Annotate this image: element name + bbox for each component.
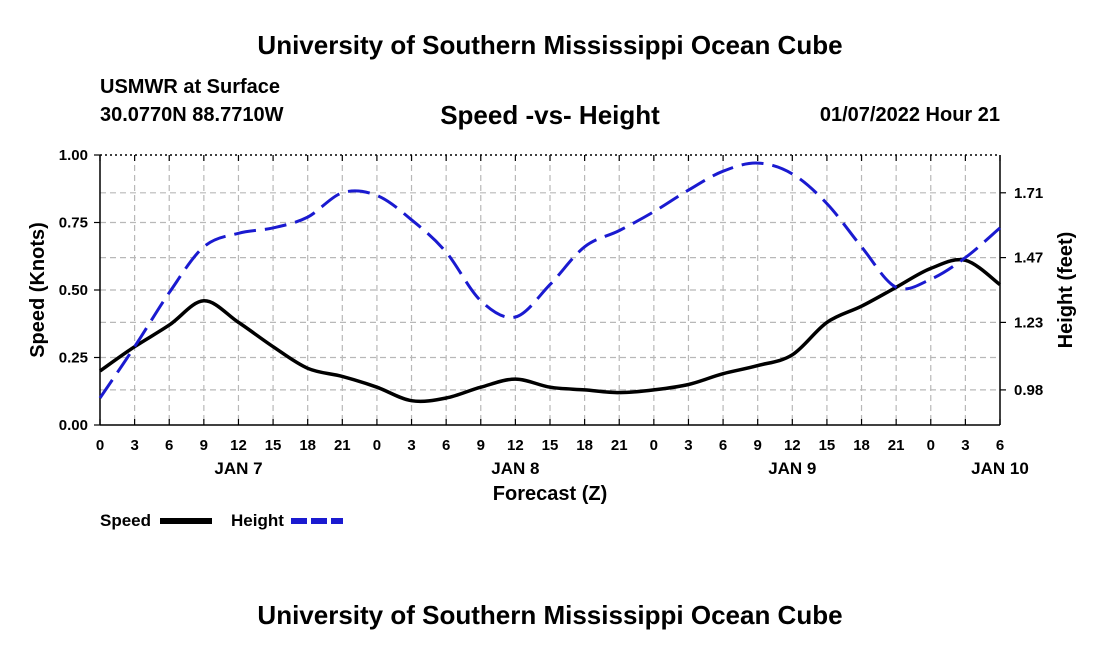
- plot-title: Speed -vs- Height: [440, 100, 660, 130]
- y-tick-label: 1.00: [59, 147, 88, 164]
- x-tick-label: 6: [719, 437, 727, 454]
- x-tick-label: 3: [130, 437, 138, 454]
- legend-height-label: Height: [231, 511, 284, 530]
- footer-title: University of Southern Mississippi Ocean…: [257, 600, 843, 630]
- axes: [94, 154, 1006, 426]
- x-tick-label: 12: [230, 437, 247, 454]
- legend: Speed Height: [100, 511, 343, 530]
- speed-height-chart: 0 3 6 9 12 15 18 21 0 3 6 9 12 15 18 21 0 3 6 9 12 15 18 21 0 3 6 J…: [27, 147, 1077, 530]
- series-lines: [98, 161, 1002, 404]
- y2-axis-title: Height (feet): [1055, 232, 1077, 349]
- y2-tick-label: 1.23: [1014, 314, 1043, 331]
- date-label: JAN 7: [214, 459, 262, 478]
- x-tick-label: 6: [996, 437, 1004, 454]
- y2-tick-label: 1.47: [1014, 250, 1043, 267]
- coordinates-label: 30.0770N 88.7710W: [100, 104, 284, 126]
- y-axis-title: Speed (Knots): [27, 222, 49, 358]
- speed-series-line: [98, 257, 1002, 404]
- y-tick-label: 0.50: [59, 282, 88, 299]
- x-tick-label: 15: [265, 437, 282, 454]
- x-axis-title: Forecast (Z): [493, 483, 607, 505]
- x-tick-label: 0: [650, 437, 658, 454]
- x-tick-label: 18: [299, 437, 316, 454]
- x-tick-label: 21: [334, 437, 351, 454]
- x-tick-label: 9: [200, 437, 208, 454]
- x-tick-label: 15: [542, 437, 559, 454]
- date-label: JAN 8: [491, 459, 539, 478]
- x-tick-label: 0: [927, 437, 935, 454]
- date-label: JAN 10: [971, 459, 1029, 478]
- y-tick-label: 0.75: [59, 215, 88, 232]
- y2-tick-label: 1.71: [1014, 185, 1043, 202]
- x-tick-label: 21: [888, 437, 905, 454]
- x-tick-label: 0: [373, 437, 381, 454]
- page-title: University of Southern Mississippi Ocean…: [257, 30, 843, 60]
- x-tick-label: 9: [477, 437, 485, 454]
- x-tick-label: 3: [407, 437, 415, 454]
- y-tick-label: 0.00: [59, 417, 88, 434]
- x-tick-label: 3: [684, 437, 692, 454]
- x-tick-label: 3: [961, 437, 969, 454]
- x-tick-label: 18: [576, 437, 593, 454]
- axis-labels: 0 3 6 9 12 15 18 21 0 3 6 9 12 15 18 21 0 3 6 9 12 15 18 21 0 3 6 J…: [27, 147, 1077, 505]
- x-tick-label: 15: [819, 437, 836, 454]
- date-label: JAN 9: [768, 459, 816, 478]
- y2-tick-label: 0.98: [1014, 382, 1043, 399]
- grid-lines: [100, 155, 1000, 425]
- x-tick-label: 12: [507, 437, 524, 454]
- x-tick-label: 6: [442, 437, 450, 454]
- x-tick-label: 18: [853, 437, 870, 454]
- forecast-datetime: 01/07/2022 Hour 21: [819, 104, 1000, 126]
- station-label: USMWR at Surface: [100, 76, 281, 98]
- x-tick-label: 6: [165, 437, 173, 454]
- x-tick-label: 0: [96, 437, 104, 454]
- x-tick-label: 21: [611, 437, 628, 454]
- x-tick-label: 9: [754, 437, 762, 454]
- x-tick-label: 12: [784, 437, 801, 454]
- y-tick-label: 0.25: [59, 350, 88, 367]
- height-series-line: [98, 161, 1001, 399]
- legend-speed-label: Speed: [100, 511, 151, 530]
